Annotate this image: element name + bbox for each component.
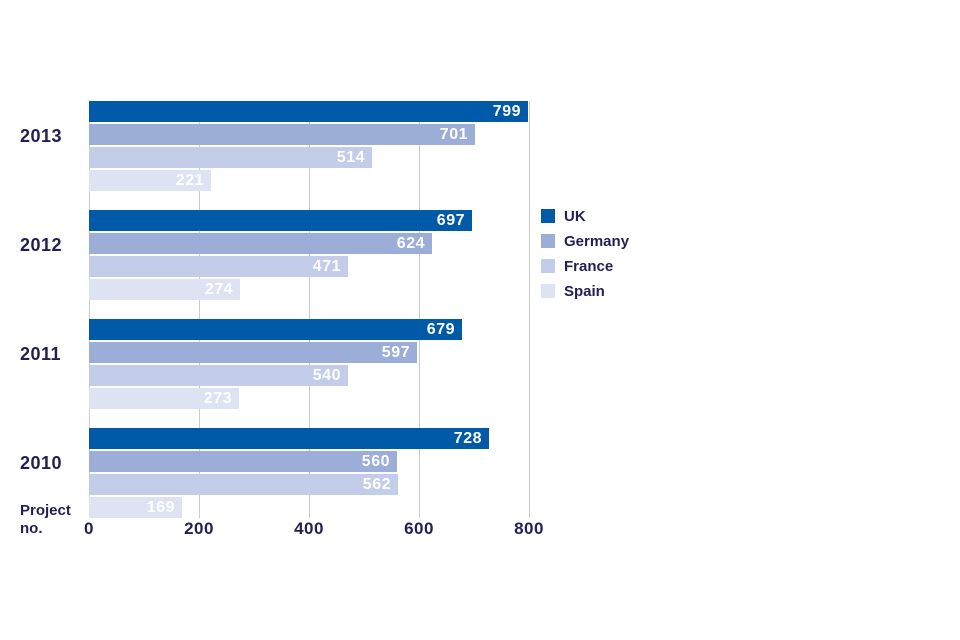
value-axis-title-line: Project	[20, 502, 71, 519]
bar-2010-uk: 728	[89, 428, 489, 449]
bar-2011-france: 540	[89, 365, 348, 386]
legend-swatch-icon	[541, 284, 555, 298]
gridline-0	[89, 101, 90, 518]
legend-item-germany: Germany	[541, 232, 630, 250]
gridline-600	[419, 101, 420, 518]
bar-2012-uk: 697	[89, 210, 472, 231]
legend-label: France	[564, 257, 614, 275]
bar-value-label: 679	[426, 321, 455, 338]
bar-value-label: 701	[439, 126, 468, 143]
bar-value-label: 274	[204, 281, 233, 298]
legend-item-france: France	[541, 257, 629, 275]
legend-label: UK	[564, 207, 586, 225]
bar-value-label: 560	[361, 453, 390, 470]
gridline-800	[529, 101, 530, 518]
bar-2011-spain: 273	[89, 388, 239, 409]
year-label-2012: 2012	[20, 235, 63, 255]
legend-item-uk: UK	[541, 207, 629, 225]
bar-2012-france: 471	[89, 256, 348, 277]
bar-value-label: 799	[492, 103, 521, 120]
bar-2012-spain: 274	[89, 279, 240, 300]
legend-swatch-icon	[541, 234, 555, 248]
tick-label-400: 400	[294, 519, 324, 538]
bar-2010-spain: 169	[89, 497, 182, 518]
tick-label-800: 800	[514, 519, 544, 538]
bar-2010-germany: 560	[89, 451, 397, 472]
bar-value-label: 471	[312, 258, 341, 275]
bar-value-label: 514	[336, 149, 365, 166]
legend-swatch-icon	[541, 259, 555, 273]
bar-2013-germany: 701	[89, 124, 475, 145]
gridline-400	[309, 101, 310, 518]
legend: UK Germany France Spain	[541, 207, 630, 309]
bar-value-label: 624	[396, 235, 425, 252]
legend-swatch-icon	[541, 209, 555, 223]
bar-value-label: 697	[436, 212, 465, 229]
bar-2013-france: 514	[89, 147, 372, 168]
bar-2011-germany: 597	[89, 342, 417, 363]
bar-2010-france: 562	[89, 474, 398, 495]
year-label-2013: 2013	[20, 126, 63, 146]
bar-value-label: 169	[146, 499, 175, 516]
bar-value-label: 221	[175, 172, 204, 189]
bar-value-label: 597	[381, 344, 410, 361]
bar-value-label: 540	[312, 367, 341, 384]
value-axis-title: Project no.	[20, 502, 71, 538]
legend-label: Spain	[564, 282, 605, 300]
bar-2013-uk: 799	[89, 101, 528, 122]
legend-item-spain: Spain	[541, 282, 629, 300]
value-axis-title-line: no.	[20, 520, 43, 537]
bar-2013-spain: 221	[89, 170, 211, 191]
tick-label-0: 0	[84, 519, 94, 538]
bar-value-label: 273	[203, 390, 232, 407]
tick-label-600: 600	[404, 519, 434, 538]
bar-2011-uk: 679	[89, 319, 462, 340]
tick-label-200: 200	[184, 519, 214, 538]
year-label-2011: 2011	[20, 344, 62, 364]
bar-value-label: 562	[362, 476, 391, 493]
bar-2012-germany: 624	[89, 233, 432, 254]
gridline-200	[199, 101, 200, 518]
year-label-2010: 2010	[20, 453, 63, 473]
bar-value-label: 728	[453, 430, 482, 447]
legend-label: Germany	[564, 232, 630, 250]
